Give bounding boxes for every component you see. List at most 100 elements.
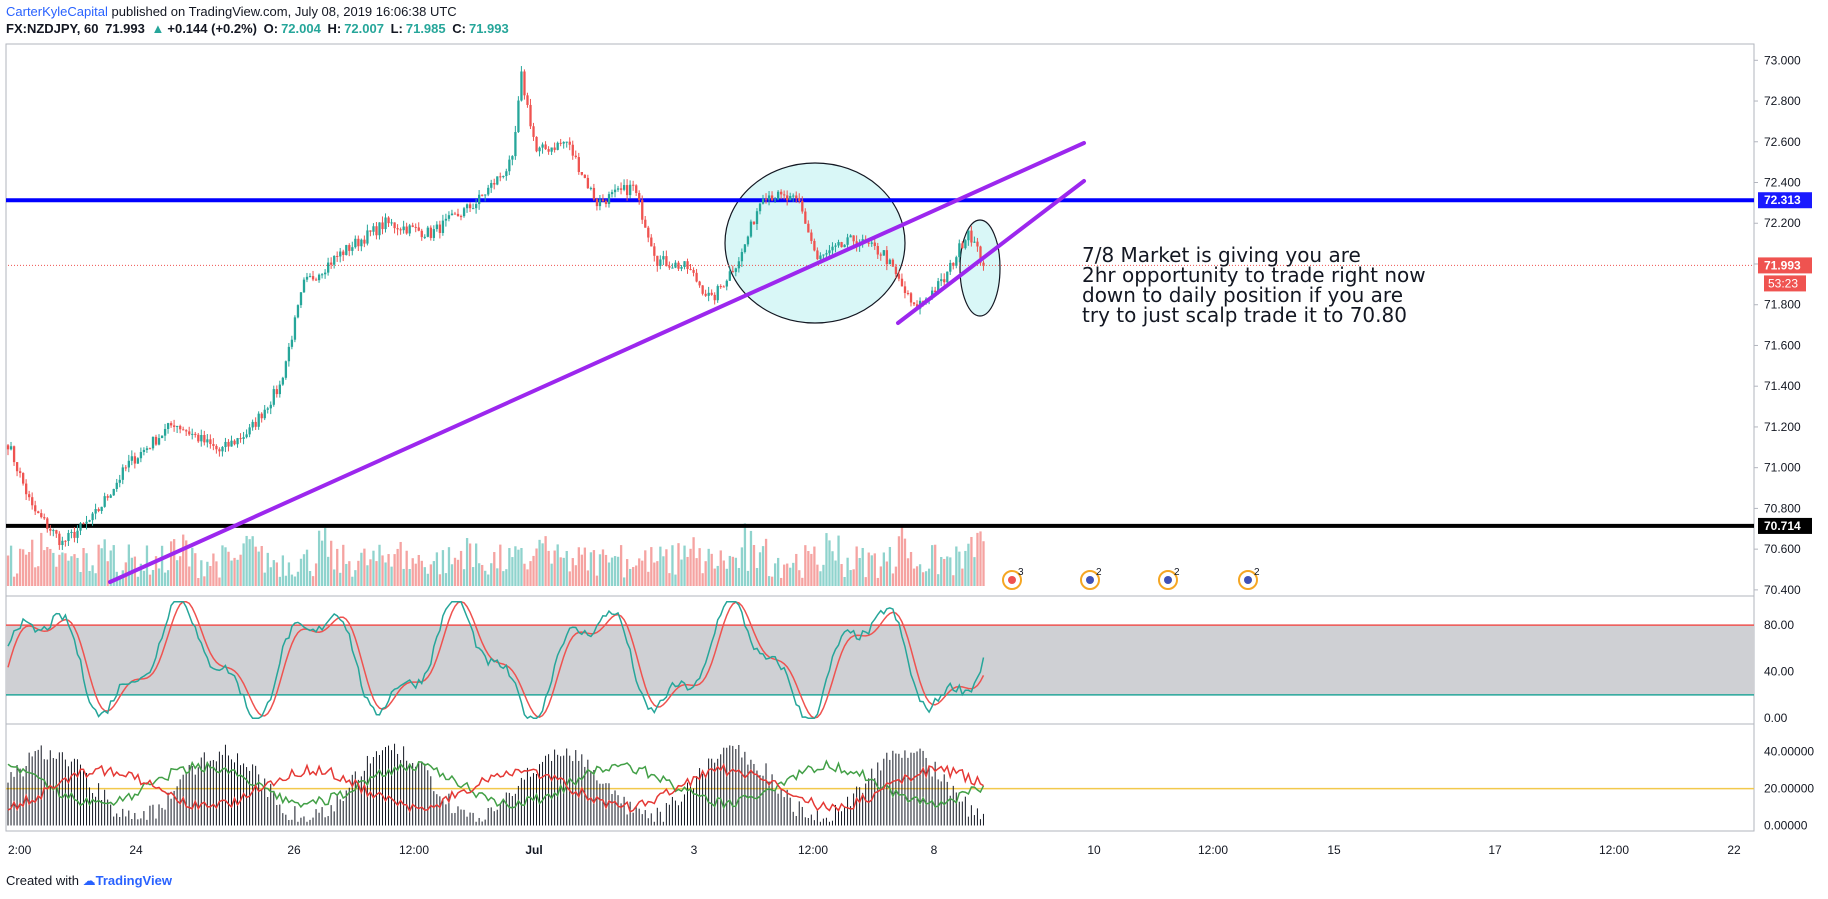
candle-body bbox=[888, 259, 892, 265]
candle-body bbox=[233, 440, 236, 445]
open-value: 72.004 bbox=[281, 21, 321, 36]
volume-bar bbox=[254, 546, 257, 586]
candle-body bbox=[248, 427, 251, 435]
candle-body bbox=[831, 246, 834, 251]
volume-bar bbox=[399, 541, 402, 586]
candle-body bbox=[487, 187, 490, 195]
candle-body bbox=[740, 252, 744, 262]
volume-bar bbox=[411, 558, 414, 586]
candle-body bbox=[15, 462, 19, 472]
volume-bar bbox=[58, 554, 61, 586]
volume-bar bbox=[562, 557, 565, 586]
candle-body bbox=[641, 200, 644, 220]
volume-bar bbox=[921, 572, 925, 586]
author-link[interactable]: CarterKyleCapital bbox=[6, 4, 108, 19]
candle-body bbox=[115, 482, 118, 489]
price-tick-label: 72.800 bbox=[1764, 94, 1801, 108]
candle-body bbox=[517, 100, 520, 133]
economic-events[interactable]: 3 2 2 2 bbox=[1002, 567, 1260, 590]
candle-body bbox=[665, 256, 668, 267]
candle-body bbox=[408, 225, 411, 234]
candle-body bbox=[339, 251, 342, 257]
candle-body bbox=[73, 531, 76, 538]
candle-body bbox=[734, 268, 738, 272]
volume-bar bbox=[52, 552, 55, 586]
volume-bar bbox=[61, 552, 64, 586]
candle-body bbox=[909, 293, 913, 303]
candle-body bbox=[801, 200, 804, 212]
candle-body bbox=[157, 438, 161, 445]
candle-body bbox=[982, 262, 985, 267]
event-count: 2 bbox=[1254, 567, 1260, 578]
volume-bar bbox=[106, 561, 109, 586]
volume-bar bbox=[583, 547, 587, 586]
volume-bar bbox=[931, 545, 934, 586]
candle-body bbox=[173, 425, 176, 427]
candle-body bbox=[366, 230, 369, 244]
volume-bar bbox=[136, 576, 140, 586]
chart-annotation[interactable]: 7/8 Market is giving you are 2hr opportu… bbox=[1082, 245, 1426, 325]
candle-body bbox=[746, 236, 750, 245]
candle-body bbox=[556, 142, 559, 150]
volume-bar bbox=[876, 577, 879, 586]
countdown-box bbox=[1764, 275, 1806, 292]
candle-body bbox=[148, 448, 152, 450]
volume-bar bbox=[320, 540, 324, 586]
candle-body bbox=[834, 245, 837, 247]
candle-body bbox=[435, 224, 439, 230]
candle-body bbox=[330, 262, 333, 265]
adx-pane bbox=[6, 743, 1754, 826]
volume-bar bbox=[795, 553, 798, 586]
tradingview-link[interactable]: TradingView bbox=[95, 873, 172, 888]
volume-bar bbox=[783, 564, 786, 586]
trendlines bbox=[108, 141, 1086, 584]
volume-bar bbox=[777, 557, 780, 586]
price-label-text: 71.993 bbox=[1764, 258, 1801, 272]
volume-bar bbox=[692, 537, 695, 586]
volume-bar bbox=[535, 548, 538, 586]
candle-body bbox=[900, 278, 904, 287]
candle-body bbox=[112, 488, 115, 496]
candle-body bbox=[91, 513, 94, 521]
candle-body bbox=[118, 479, 121, 483]
volume-bar bbox=[626, 559, 629, 586]
volume-bar bbox=[828, 540, 831, 586]
volume-bar bbox=[459, 550, 463, 586]
candle-body bbox=[64, 540, 67, 542]
candle-body bbox=[40, 513, 43, 518]
volume-bar bbox=[946, 556, 949, 586]
volume-bar bbox=[18, 548, 22, 586]
candle-body bbox=[520, 71, 523, 101]
candle-body bbox=[819, 255, 822, 260]
price-tick-label: 71.000 bbox=[1764, 461, 1801, 475]
candle-body bbox=[432, 229, 436, 238]
volume-bar bbox=[79, 571, 82, 586]
volume-bar bbox=[604, 554, 608, 586]
candle-body bbox=[465, 204, 469, 209]
symbol-label[interactable]: FX:NZDJPY, 60 bbox=[6, 21, 99, 36]
volume-bar bbox=[647, 571, 650, 586]
volume-bar bbox=[786, 563, 789, 586]
candle-body bbox=[695, 272, 698, 282]
candle-body bbox=[604, 201, 608, 204]
time-tick-label: 15 bbox=[1327, 843, 1341, 857]
candle-body bbox=[305, 276, 309, 280]
volume-bar bbox=[447, 547, 451, 586]
ohlc-legend: FX:NZDJPY, 60 71.993 ▲ +0.144 (+0.2%) O: 7… bbox=[6, 21, 512, 36]
volume-bar bbox=[396, 548, 399, 586]
price-label-text: 72.313 bbox=[1764, 193, 1801, 207]
footer: Created with ☁TradingView bbox=[6, 873, 172, 889]
candle-body bbox=[100, 506, 103, 511]
candle-body bbox=[142, 449, 146, 452]
candle-body bbox=[514, 132, 517, 157]
candle-body bbox=[109, 495, 112, 498]
volume-bar bbox=[861, 547, 864, 586]
price-label-box bbox=[1758, 257, 1812, 274]
candle-body bbox=[580, 172, 583, 175]
high-value: 72.007 bbox=[344, 21, 384, 36]
candle-body bbox=[459, 216, 463, 218]
volume-bar bbox=[967, 543, 970, 586]
candle-body bbox=[825, 253, 828, 255]
volume-bar bbox=[88, 570, 91, 586]
